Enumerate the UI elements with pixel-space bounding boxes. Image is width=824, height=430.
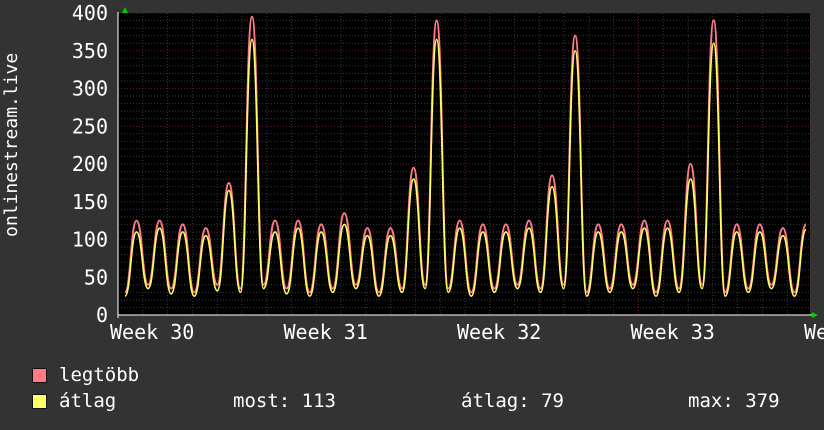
y-tick-label: 300 bbox=[72, 77, 108, 101]
stat-atlag: átlag: 79 bbox=[461, 390, 564, 412]
y-tick-label: 50 bbox=[84, 265, 108, 289]
series-line-avg bbox=[124, 38, 807, 297]
legend-swatch-max bbox=[32, 367, 47, 383]
y-axis-arrow bbox=[122, 7, 128, 13]
x-tick-label: Week 31 bbox=[284, 320, 368, 344]
y-tick-label: 200 bbox=[72, 152, 108, 176]
x-tick-label: Week 30 bbox=[110, 320, 194, 344]
x-tick-label: Week 32 bbox=[457, 320, 541, 344]
legend-item-avg: átlag bbox=[32, 390, 116, 412]
legend-item-max: legtöbb bbox=[32, 364, 139, 386]
y-tick-label: 400 bbox=[72, 1, 108, 25]
x-tick-labels: Week 30 Week 31 Week 32 Week 33 Week 34 bbox=[110, 320, 824, 344]
series-lines bbox=[124, 15, 807, 297]
x-tick-label: Week 33 bbox=[631, 320, 715, 344]
legend-label-max: legtöbb bbox=[59, 364, 140, 386]
x-tick-label: Week 34 bbox=[804, 320, 824, 344]
y-tick-labels: 0 50 100 150 200 250 300 350 400 bbox=[72, 1, 108, 327]
y-tick-label: 250 bbox=[72, 114, 108, 138]
y-tick-label: 100 bbox=[72, 228, 108, 252]
y-axis-label: onlinestream.live bbox=[1, 52, 22, 237]
y-tick-label: 350 bbox=[72, 39, 108, 63]
y-tick-label: 150 bbox=[72, 190, 108, 214]
y-tick-label: 0 bbox=[96, 303, 108, 327]
stat-max: max: 379 bbox=[688, 390, 780, 412]
legend-label-avg: átlag bbox=[59, 390, 117, 412]
legend-swatch-avg bbox=[32, 393, 47, 409]
x-axis-arrow bbox=[812, 312, 818, 318]
stat-most: most: 113 bbox=[233, 390, 336, 412]
